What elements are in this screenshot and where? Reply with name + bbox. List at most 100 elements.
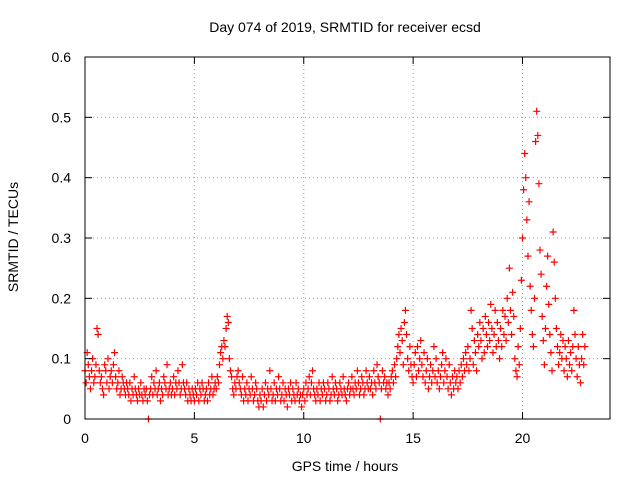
data-point bbox=[445, 361, 453, 369]
data-point bbox=[489, 349, 497, 357]
data-point bbox=[174, 367, 182, 375]
data-point bbox=[270, 379, 278, 387]
data-point bbox=[339, 373, 347, 381]
data-point bbox=[560, 367, 568, 375]
data-point bbox=[396, 349, 404, 357]
data-point bbox=[96, 379, 104, 387]
data-point bbox=[279, 379, 287, 387]
data-point bbox=[373, 361, 381, 369]
data-point bbox=[219, 355, 227, 363]
data-point bbox=[266, 367, 274, 375]
data-point bbox=[473, 367, 481, 375]
data-point bbox=[479, 325, 487, 332]
data-point bbox=[567, 349, 575, 357]
data-point bbox=[148, 373, 156, 381]
data-point bbox=[497, 325, 505, 332]
data-point bbox=[508, 331, 516, 339]
data-point bbox=[432, 355, 440, 363]
data-point bbox=[490, 331, 498, 339]
data-point bbox=[548, 367, 556, 375]
data-point bbox=[517, 276, 525, 284]
data-point bbox=[292, 379, 300, 387]
y-tick-label: 0.2 bbox=[52, 290, 72, 306]
data-point bbox=[557, 331, 565, 339]
data-point bbox=[512, 367, 520, 375]
data-point bbox=[404, 355, 412, 363]
data-point bbox=[389, 379, 397, 387]
data-point bbox=[105, 385, 113, 393]
data-point bbox=[427, 361, 435, 369]
data-point bbox=[360, 391, 368, 399]
data-point bbox=[280, 397, 288, 405]
data-point bbox=[527, 306, 535, 314]
data-point bbox=[499, 306, 507, 314]
data-point bbox=[252, 379, 260, 387]
data-point bbox=[384, 391, 392, 399]
data-point bbox=[412, 373, 420, 381]
data-point bbox=[109, 361, 117, 369]
data-point bbox=[170, 373, 178, 381]
data-point bbox=[118, 373, 126, 381]
data-point bbox=[576, 379, 584, 387]
data-point bbox=[84, 361, 92, 369]
data-point bbox=[486, 337, 494, 345]
data-point bbox=[423, 355, 431, 363]
data-point bbox=[549, 228, 557, 236]
data-point bbox=[369, 391, 377, 399]
data-point bbox=[571, 331, 579, 339]
data-point bbox=[482, 331, 490, 339]
data-point bbox=[458, 373, 466, 381]
data-point bbox=[259, 403, 267, 411]
data-point bbox=[459, 355, 467, 363]
data-point bbox=[525, 198, 533, 206]
data-point bbox=[336, 379, 344, 387]
data-point bbox=[579, 331, 587, 339]
data-point bbox=[562, 355, 570, 363]
data-point bbox=[247, 373, 255, 381]
data-point bbox=[399, 361, 407, 369]
data-point bbox=[488, 325, 496, 332]
data-point bbox=[424, 385, 432, 393]
chart-title: Day 074 of 2019, SRMTID for receiver ecs… bbox=[209, 19, 481, 35]
data-point bbox=[578, 355, 586, 363]
data-point bbox=[392, 373, 400, 381]
data-point bbox=[283, 403, 291, 411]
data-point bbox=[471, 349, 479, 357]
data-point bbox=[487, 300, 495, 308]
data-point bbox=[493, 318, 501, 326]
y-tick-label: 0 bbox=[63, 411, 71, 427]
data-point bbox=[516, 325, 524, 332]
data-point bbox=[90, 379, 98, 387]
data-point bbox=[379, 367, 386, 375]
data-point bbox=[370, 367, 378, 375]
data-point bbox=[243, 379, 251, 387]
data-point bbox=[416, 355, 424, 363]
y-tick-label: 0.5 bbox=[52, 109, 72, 125]
data-point bbox=[537, 270, 545, 278]
x-tick-label: 20 bbox=[515, 430, 531, 446]
x-tick-label: 0 bbox=[81, 430, 89, 446]
data-point bbox=[454, 385, 462, 393]
data-point bbox=[506, 306, 514, 314]
data-point bbox=[434, 367, 442, 375]
data-point bbox=[441, 367, 449, 375]
data-point bbox=[552, 325, 560, 332]
data-point bbox=[324, 379, 332, 387]
data-point bbox=[550, 258, 558, 266]
data-point bbox=[362, 367, 370, 375]
data-point bbox=[524, 252, 532, 260]
axis-ticks: 0 5 10 15 20 0 0.1 0.2 0.3 0.4 0.5 0.6 bbox=[52, 49, 610, 446]
x-tick-label: 5 bbox=[190, 430, 198, 446]
data-point bbox=[217, 349, 225, 357]
data-point bbox=[466, 355, 474, 363]
data-point bbox=[401, 306, 409, 314]
data-point bbox=[130, 373, 138, 381]
data-point bbox=[534, 131, 542, 139]
data-point bbox=[513, 373, 521, 381]
data-point bbox=[501, 312, 509, 320]
data-point bbox=[546, 331, 554, 339]
data-point bbox=[143, 397, 151, 405]
data-point bbox=[535, 180, 543, 188]
data-point bbox=[509, 288, 517, 296]
